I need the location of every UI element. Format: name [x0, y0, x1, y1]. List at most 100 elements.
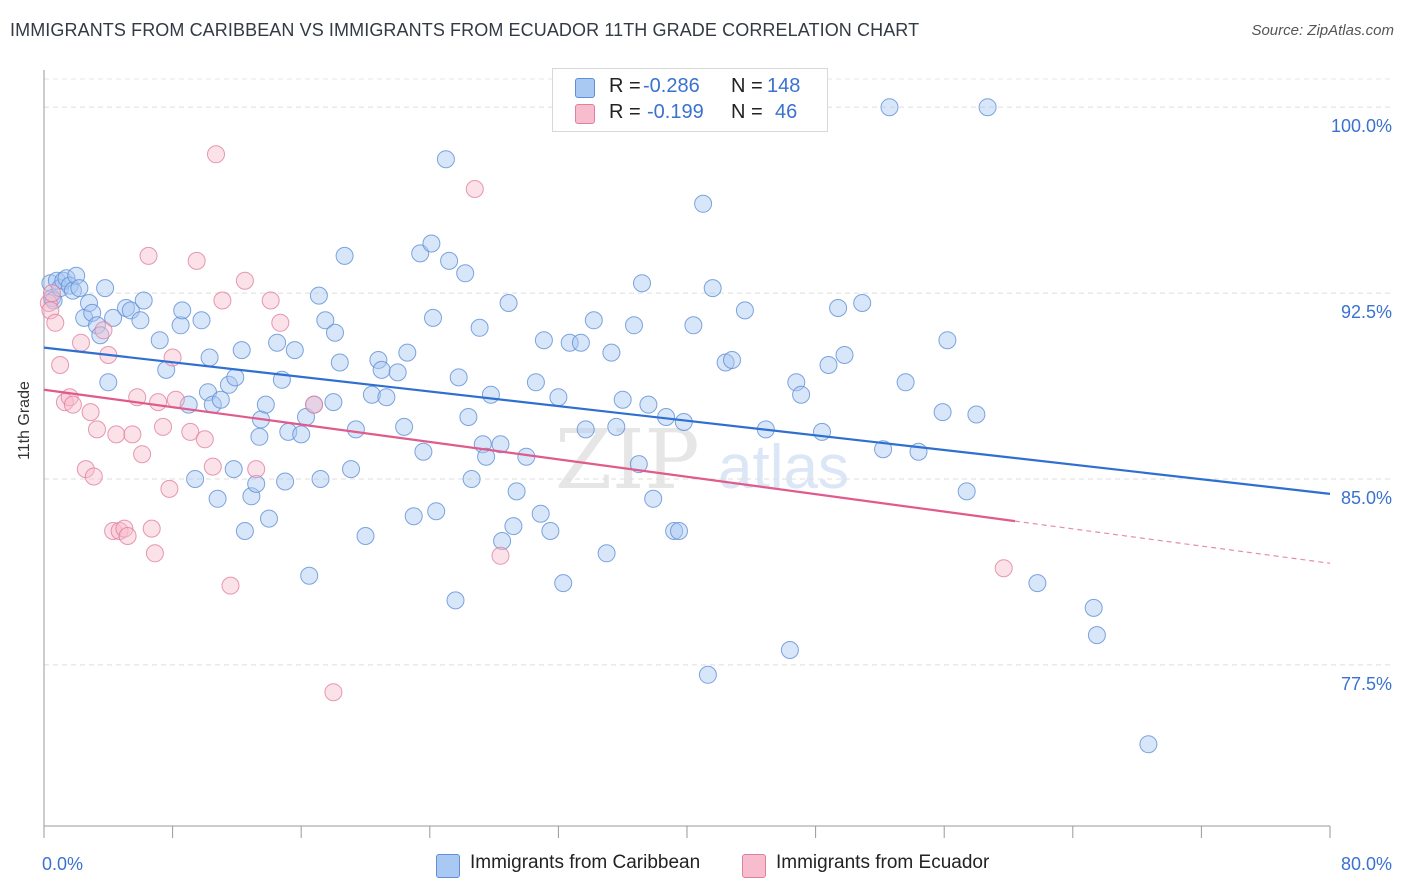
point-ecuador: [145, 544, 164, 563]
point-ecuador: [213, 291, 232, 310]
point-caribbean: [896, 373, 915, 392]
source-label: Source: ZipAtlas.com: [1251, 22, 1394, 39]
point-ecuador: [994, 559, 1013, 578]
point-caribbean: [874, 440, 893, 459]
point-caribbean: [735, 301, 754, 320]
point-ecuador: [195, 430, 214, 449]
point-caribbean: [440, 251, 459, 270]
point-caribbean: [541, 522, 560, 540]
point-caribbean: [292, 425, 311, 444]
point-caribbean: [171, 316, 190, 335]
point-ecuador: [160, 479, 179, 498]
watermark-zip: ZIP: [555, 413, 700, 508]
point-caribbean: [938, 331, 957, 350]
point-caribbean: [629, 455, 648, 474]
point-caribbean: [633, 274, 651, 293]
point-ecuador: [491, 546, 510, 565]
point-ecuador: [94, 321, 113, 340]
point-ecuador: [107, 425, 126, 444]
chart-title: IMMIGRANTS FROM CARIBBEAN VS IMMIGRANTS …: [10, 20, 920, 40]
point-caribbean: [192, 311, 211, 330]
point-caribbean: [819, 356, 838, 374]
point-caribbean: [356, 527, 375, 545]
point-caribbean: [625, 316, 643, 335]
point-caribbean: [597, 544, 616, 563]
point-caribbean: [422, 234, 441, 253]
point-caribbean: [665, 522, 684, 540]
point-caribbean: [276, 472, 295, 491]
point-ecuador: [166, 390, 185, 409]
point-caribbean: [300, 566, 319, 585]
point-caribbean: [571, 333, 590, 352]
point-caribbean: [285, 341, 304, 360]
point-caribbean: [377, 388, 396, 407]
point-caribbean: [531, 504, 550, 523]
point-caribbean: [470, 318, 489, 337]
point-caribbean: [134, 291, 153, 310]
point-caribbean: [549, 388, 568, 407]
point-caribbean: [80, 294, 98, 312]
legend-n-label: N =: [731, 75, 763, 97]
point-ecuador: [247, 460, 266, 479]
y-tick-label: 92.5%: [1341, 302, 1392, 322]
x-tick-label: 80.0%: [1341, 854, 1392, 874]
point-caribbean: [449, 368, 468, 387]
point-caribbean: [613, 390, 632, 409]
point-caribbean: [1028, 574, 1047, 593]
point-caribbean: [698, 665, 717, 684]
point-caribbean: [933, 403, 952, 422]
point-caribbean: [967, 405, 986, 424]
point-ecuador: [123, 425, 142, 444]
point-caribbean: [362, 385, 381, 404]
point-caribbean: [1139, 735, 1158, 754]
point-caribbean: [388, 363, 407, 382]
point-caribbean: [186, 470, 205, 488]
point-ecuador: [203, 457, 222, 476]
legend-swatch-ecuador: [575, 104, 595, 124]
point-caribbean: [462, 470, 481, 488]
point-caribbean: [117, 299, 135, 317]
point-caribbean: [507, 482, 526, 501]
point-caribbean: [250, 427, 269, 446]
point-ecuador: [104, 522, 123, 540]
point-caribbean: [96, 279, 115, 298]
point-caribbean: [639, 395, 658, 414]
series-label-ecuador: Immigrants from Ecuador: [776, 852, 990, 873]
point-caribbean: [99, 373, 118, 392]
point-ecuador: [207, 145, 225, 164]
legend-n-value: 148: [767, 75, 801, 97]
series-ecuador: [39, 145, 1013, 702]
point-caribbean: [602, 343, 621, 362]
point-ecuador: [149, 393, 168, 412]
legend-r-value: -0.199: [647, 101, 704, 123]
point-caribbean: [395, 417, 414, 436]
point-ecuador: [261, 291, 280, 310]
point-caribbean: [576, 420, 595, 439]
point-caribbean: [268, 333, 287, 352]
point-caribbean: [211, 390, 230, 409]
point-caribbean: [554, 574, 573, 593]
point-caribbean: [247, 474, 266, 493]
point-caribbean: [1084, 598, 1103, 617]
legend-swatch-caribbean: [575, 78, 595, 98]
point-caribbean: [670, 522, 688, 540]
point-ecuador: [139, 246, 158, 265]
trendline-caribbean: [43, 346, 1331, 495]
y-tick-label: 100.0%: [1331, 116, 1392, 136]
point-caribbean: [584, 311, 603, 330]
point-ecuador: [118, 527, 137, 545]
point-ecuador: [305, 395, 324, 414]
point-caribbean: [226, 368, 245, 387]
point-caribbean: [684, 316, 703, 335]
point-ecuador: [181, 422, 200, 441]
point-caribbean: [91, 326, 110, 345]
point-ecuador: [46, 313, 65, 332]
point-ecuador: [88, 420, 106, 439]
y-axis-title: 11th Grade: [16, 381, 33, 460]
point-ecuador: [81, 403, 100, 422]
point-caribbean: [723, 351, 741, 369]
point-ecuador: [465, 180, 484, 198]
point-caribbean: [780, 641, 799, 659]
point-ecuador: [51, 356, 70, 374]
